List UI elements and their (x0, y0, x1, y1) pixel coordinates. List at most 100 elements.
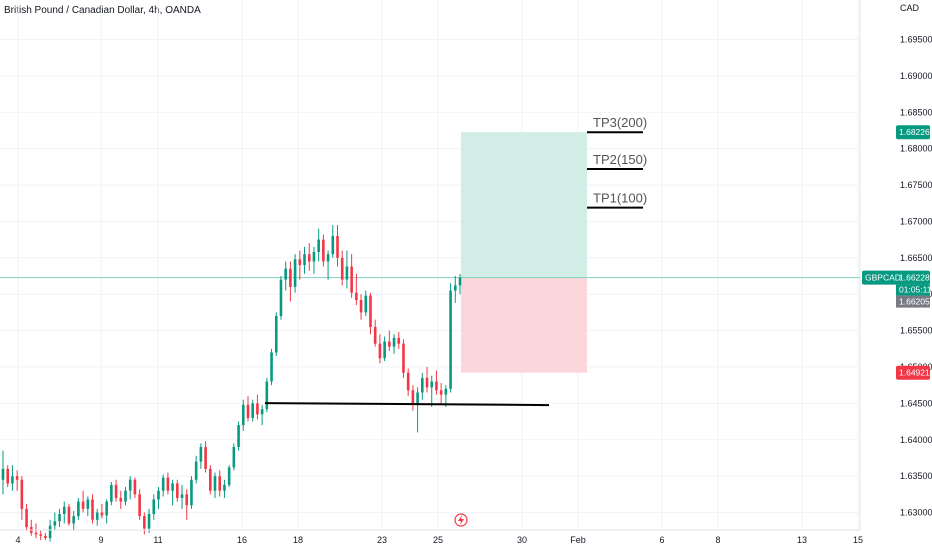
candle-body (143, 516, 146, 529)
candle-body (15, 476, 19, 480)
candle-body (20, 479, 24, 509)
target-zone (461, 132, 587, 278)
symbol-price-badge (862, 270, 930, 285)
candle-body (6, 468, 10, 484)
candle-body (326, 254, 330, 262)
symbol-label: GBPCAD (865, 273, 901, 283)
candle-body (100, 512, 104, 516)
candle-body (416, 392, 419, 405)
tp-label-1: TP1(100) (593, 191, 647, 206)
time-tick: 23 (377, 535, 387, 545)
candle-body (350, 266, 353, 293)
candle-body (110, 484, 113, 502)
candle-body (53, 521, 57, 526)
time-tick: 8 (715, 535, 720, 545)
candle-body (453, 285, 457, 291)
candle-body (72, 516, 75, 524)
candle-body (138, 494, 141, 517)
candle-body (411, 390, 415, 405)
candle-body (190, 479, 193, 506)
candle-body (25, 508, 28, 528)
candle-body (34, 532, 38, 535)
candle-body (128, 479, 132, 491)
candle-body (194, 461, 198, 480)
candle-body (91, 499, 94, 520)
candle-body (345, 266, 349, 280)
candle-body (331, 235, 335, 255)
candle-body (152, 499, 156, 514)
price-tick: 1.63500 (900, 471, 932, 481)
countdown-badge (896, 284, 930, 296)
candle-body (11, 476, 14, 484)
tp-label-2: TP2(150) (593, 152, 647, 167)
candle-body (312, 251, 316, 262)
candle-body (86, 499, 90, 509)
bid-price-value: 1.66205 (899, 297, 930, 307)
candle-body (430, 381, 434, 388)
candle-body (383, 341, 386, 359)
time-tick: 13 (797, 535, 807, 545)
candle-body (223, 484, 226, 491)
candle-body (265, 381, 269, 410)
candle-body (317, 239, 320, 252)
candle-body (256, 403, 259, 415)
price-tick: 1.64000 (900, 435, 932, 445)
candle-body (185, 494, 189, 506)
candle-body (95, 512, 99, 520)
candle-body (114, 484, 118, 498)
candle-body (364, 295, 368, 313)
candle-body (270, 352, 273, 382)
candle-body (147, 513, 151, 529)
candle-body (157, 490, 160, 500)
candle-body (284, 268, 287, 280)
candle-body (204, 447, 207, 469)
bid-price-badge (896, 295, 930, 308)
candle-body (402, 343, 405, 373)
time-tick: 11 (153, 535, 162, 545)
take-profit-badge (896, 125, 930, 140)
price-tick: 1.68000 (900, 144, 932, 154)
candle-body (213, 476, 217, 491)
candle-body (425, 377, 429, 388)
stop-loss-badge (896, 365, 930, 380)
candle-body (199, 447, 203, 462)
candle-body (340, 257, 344, 280)
current-price-value: 1.66228 (899, 273, 930, 283)
candle-body (289, 268, 292, 287)
time-tick: 18 (293, 535, 303, 545)
countdown-value: 01:05:11 (899, 285, 932, 295)
candle-body (260, 409, 264, 415)
time-tick: 15 (853, 535, 863, 545)
price-tick: 1.65500 (900, 326, 932, 336)
candle-body (171, 483, 174, 491)
candle-body (307, 254, 311, 262)
price-tick: 1.63000 (900, 508, 932, 518)
candle-body (397, 337, 401, 344)
stop-zone (461, 277, 587, 373)
candle-body (218, 476, 222, 491)
candle-body (209, 468, 212, 491)
stop-loss-value: 1.64921 (899, 368, 930, 378)
time-tick: 25 (433, 535, 443, 545)
candle-body (449, 290, 452, 389)
price-tick: 1.69500 (900, 34, 932, 44)
candle-body (303, 254, 306, 266)
candle-body (58, 513, 61, 522)
candle-body (439, 390, 443, 395)
candle-body (133, 479, 137, 495)
candle-body (355, 292, 358, 301)
candle-body (373, 326, 377, 344)
candle-body (227, 467, 231, 485)
candle-body (77, 501, 80, 517)
price-tick: 1.66500 (900, 253, 932, 263)
time-tick: 6 (659, 535, 664, 545)
candle-body (359, 300, 363, 313)
currency-label: CAD (900, 3, 920, 13)
candle-body (406, 372, 410, 391)
candle-body (435, 381, 438, 391)
lightning-icon (454, 513, 468, 527)
candle-body (62, 506, 66, 514)
candle-body (180, 494, 184, 498)
candle-body (44, 535, 47, 538)
